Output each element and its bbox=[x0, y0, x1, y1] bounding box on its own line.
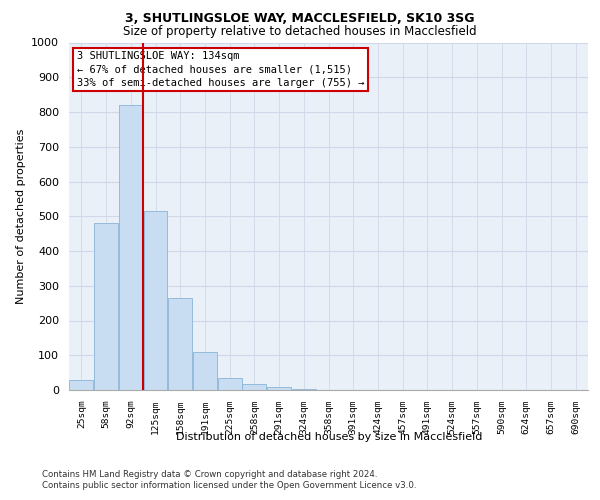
Bar bbox=[242, 384, 266, 390]
Bar bbox=[218, 378, 242, 390]
Bar bbox=[193, 352, 217, 390]
Text: 3, SHUTLINGSLOE WAY, MACCLESFIELD, SK10 3SG: 3, SHUTLINGSLOE WAY, MACCLESFIELD, SK10 … bbox=[125, 12, 475, 26]
Text: Distribution of detached houses by size in Macclesfield: Distribution of detached houses by size … bbox=[176, 432, 482, 442]
Bar bbox=[143, 211, 167, 390]
Text: Contains public sector information licensed under the Open Government Licence v3: Contains public sector information licen… bbox=[42, 481, 416, 490]
Bar bbox=[168, 298, 192, 390]
Text: 3 SHUTLINGSLOE WAY: 134sqm
← 67% of detached houses are smaller (1,515)
33% of s: 3 SHUTLINGSLOE WAY: 134sqm ← 67% of deta… bbox=[77, 51, 364, 88]
Y-axis label: Number of detached properties: Number of detached properties bbox=[16, 128, 26, 304]
Text: Contains HM Land Registry data © Crown copyright and database right 2024.: Contains HM Land Registry data © Crown c… bbox=[42, 470, 377, 479]
Bar bbox=[119, 105, 143, 390]
Bar bbox=[94, 223, 118, 390]
Bar bbox=[267, 387, 291, 390]
Text: Size of property relative to detached houses in Macclesfield: Size of property relative to detached ho… bbox=[123, 25, 477, 38]
Bar bbox=[70, 380, 94, 390]
